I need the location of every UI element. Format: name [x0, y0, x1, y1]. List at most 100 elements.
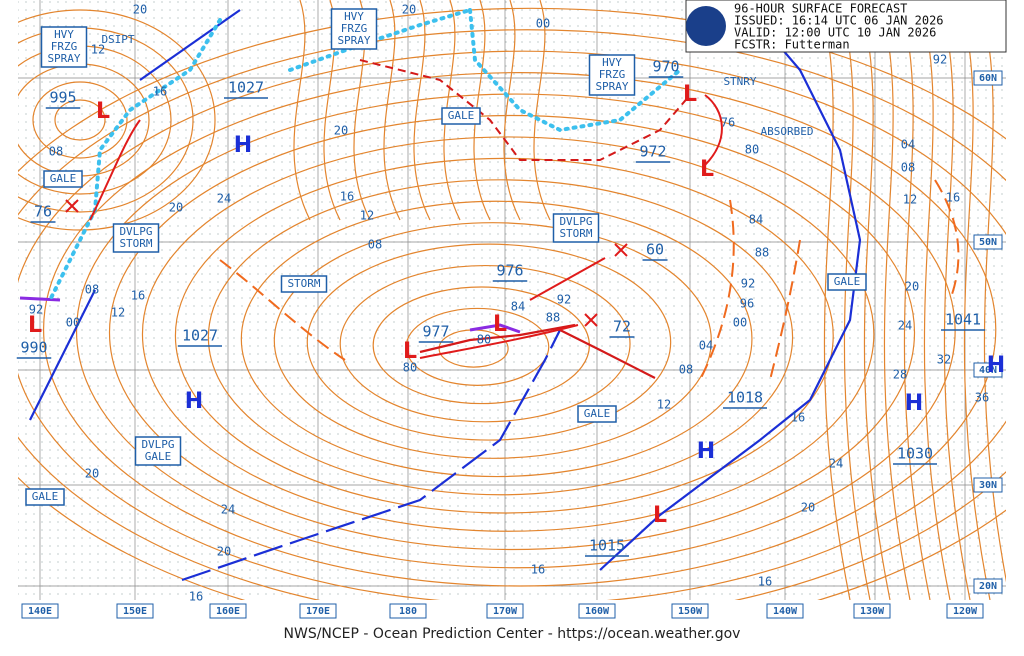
isobar-label: 00 — [733, 316, 747, 330]
isobar — [293, 0, 311, 221]
isobar-label: 16 — [791, 411, 805, 425]
lat-label: 60N — [979, 73, 997, 84]
isobar — [339, 264, 631, 423]
isobar — [141, 136, 875, 532]
isobar-label: 80 — [477, 333, 491, 347]
isobar-label: 08 — [368, 238, 382, 252]
isobar-label: 20 — [85, 467, 99, 481]
lon-label-box — [389, 603, 427, 619]
lat-label: 40N — [979, 365, 997, 376]
cold-front — [29, 289, 96, 421]
pressure-label: 990 — [20, 339, 47, 357]
trough — [934, 179, 960, 301]
warning-text: GALE — [448, 109, 475, 122]
high-center: H — [697, 439, 715, 464]
warning-box — [552, 213, 600, 243]
isobar — [207, 179, 794, 496]
isobar-label: 20 — [905, 280, 919, 294]
isobar-label: 20 — [169, 201, 183, 215]
isobar — [819, 0, 851, 600]
high-center: H — [185, 389, 203, 414]
high-center: H — [987, 353, 1005, 378]
spray-boundary — [359, 59, 691, 161]
note: DSIPT — [101, 33, 134, 46]
isobar — [939, 0, 971, 600]
lon-label: 180 — [399, 606, 417, 617]
pressure-label: 976 — [496, 262, 523, 280]
isobar-label: 08 — [901, 161, 915, 175]
lon-label-box — [209, 603, 247, 619]
isobar-label: 00 — [66, 316, 80, 330]
isobar-label: 24 — [221, 503, 235, 517]
lon-label-box — [766, 603, 804, 619]
fronts — [19, 0, 960, 582]
isobar — [443, 0, 461, 221]
isobar-label: 16 — [531, 563, 545, 577]
header-box — [685, 0, 1007, 53]
x-markers — [65, 199, 628, 327]
warning-text: HVY — [344, 10, 364, 23]
lat-label-box — [973, 70, 1003, 86]
isobar-label: 80 — [745, 143, 759, 157]
high-center: H — [905, 391, 923, 416]
cold-front — [181, 329, 561, 582]
isobar-label: 08 — [679, 363, 693, 377]
warning-text: GALE — [145, 450, 172, 463]
warning-box — [134, 436, 182, 466]
pressure-label: 970 — [652, 58, 679, 76]
isobar-label: 92 — [741, 277, 755, 291]
warning-box — [40, 26, 88, 68]
warning-text: FRZG — [51, 40, 78, 53]
cold-front — [139, 9, 241, 81]
isobar — [503, 0, 521, 221]
isobar — [899, 0, 931, 600]
isobar-label: 12 — [657, 398, 671, 412]
warning-text: SPRAY — [337, 34, 370, 47]
lon-label-box — [116, 603, 154, 619]
isobar-label: 24 — [898, 319, 912, 333]
isobar-label: 12 — [360, 209, 374, 223]
warning-text: STORM — [559, 227, 592, 240]
warning-box — [330, 8, 378, 50]
pressure-label: 60 — [646, 241, 664, 259]
low-center: L — [403, 339, 417, 364]
note: ABSORBED — [761, 125, 814, 138]
isobar — [18, 29, 1006, 600]
low-center: L — [28, 313, 42, 338]
isobar-label: 36 — [975, 391, 989, 405]
ice-edge — [288, 8, 472, 72]
pressure-label: 972 — [639, 143, 666, 161]
warning-box — [827, 273, 867, 291]
lon-label: 150E — [123, 606, 147, 617]
isobar-label: 04 — [901, 138, 915, 152]
low-center: L — [653, 503, 667, 528]
isobar-label: 16 — [946, 191, 960, 205]
header-line: ISSUED: 16:14 UTC 06 JAN 2026 — [734, 14, 944, 28]
isobar — [405, 307, 550, 386]
warning-box — [441, 107, 481, 125]
ice-edge — [468, 8, 682, 133]
occluded-front — [469, 323, 521, 334]
isobar-label: 08 — [85, 283, 99, 297]
lon-label-box — [578, 603, 616, 619]
lon-label: 160W — [585, 606, 610, 617]
lon-label-box — [21, 603, 59, 619]
isobar-label: 20 — [402, 3, 416, 17]
isobar — [42, 72, 997, 587]
warning-text: GALE — [32, 490, 59, 503]
pressure-label: 1027 — [228, 79, 264, 97]
isobar-label: 12 — [91, 43, 105, 57]
header-line: VALID: 12:00 UTC 10 JAN 2026 — [734, 26, 936, 40]
lat-label-box — [973, 234, 1003, 250]
isobar-label: 12 — [111, 306, 125, 320]
warning-box — [43, 170, 83, 188]
footer: NWS/NCEP - Ocean Prediction Center - htt… — [284, 626, 741, 642]
warning-text: GALE — [50, 172, 77, 185]
warm-front — [419, 323, 576, 354]
isobar — [54, 99, 106, 141]
isobar — [859, 0, 891, 600]
pressure-label: 1041 — [945, 311, 981, 329]
trough — [769, 239, 801, 381]
lon-label-box — [299, 603, 337, 619]
isobar-label: 76 — [721, 116, 735, 130]
